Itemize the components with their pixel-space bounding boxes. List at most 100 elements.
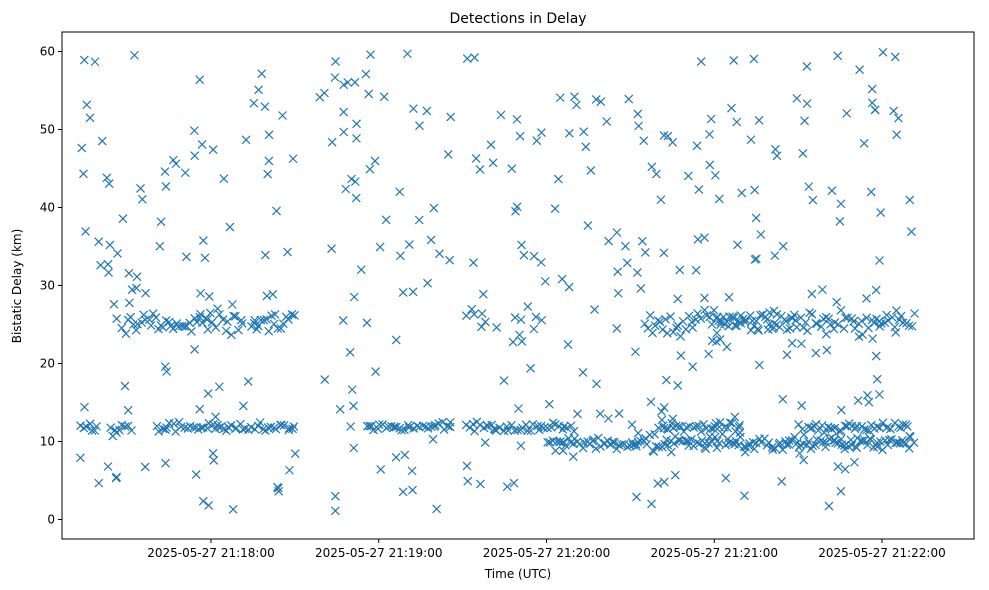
- data-point: [237, 319, 247, 328]
- data-point: [910, 309, 919, 318]
- data-point: [219, 174, 229, 184]
- data-point: [564, 282, 574, 292]
- data-point: [836, 305, 846, 315]
- data-point: [604, 236, 614, 246]
- data-point: [339, 107, 349, 117]
- data-point: [707, 336, 717, 346]
- data-point: [349, 401, 358, 411]
- data-point: [872, 374, 882, 384]
- data-point: [884, 435, 894, 445]
- y-tick-label: 40: [40, 201, 55, 215]
- data-point: [352, 119, 361, 129]
- data-point: [730, 321, 740, 330]
- data-point: [612, 324, 622, 333]
- data-point: [469, 258, 478, 268]
- data-point: [79, 169, 88, 179]
- data-point: [767, 442, 777, 452]
- data-point: [397, 425, 407, 435]
- data-point: [570, 92, 579, 102]
- data-point: [656, 195, 666, 205]
- data-point: [362, 318, 372, 328]
- data-point: [180, 423, 189, 433]
- data-point: [350, 177, 360, 187]
- data-point: [799, 455, 809, 465]
- data-point: [423, 278, 432, 288]
- data-point: [853, 396, 863, 405]
- data-point: [563, 340, 573, 349]
- data-point: [137, 318, 147, 328]
- data-point: [740, 491, 749, 501]
- data-point: [176, 422, 186, 432]
- data-point: [561, 440, 571, 450]
- data-point: [205, 308, 215, 318]
- data-point: [492, 323, 502, 332]
- data-point: [688, 323, 698, 332]
- data-point: [556, 437, 565, 447]
- data-point: [81, 226, 90, 236]
- data-point: [830, 423, 840, 433]
- data-point: [502, 482, 512, 492]
- data-point: [893, 438, 903, 447]
- data-point: [507, 164, 517, 174]
- data-point: [486, 140, 496, 150]
- data-point: [657, 415, 667, 425]
- data-point: [661, 375, 671, 385]
- data-point: [566, 421, 576, 431]
- data-point: [208, 448, 218, 458]
- data-point: [890, 322, 900, 332]
- data-point: [869, 442, 879, 452]
- data-point: [123, 405, 133, 415]
- data-point: [204, 500, 214, 510]
- data-point: [552, 437, 562, 447]
- data-point: [719, 422, 729, 432]
- data-point: [782, 440, 792, 450]
- data-point: [836, 405, 846, 415]
- data-point: [797, 401, 807, 411]
- data-point: [754, 115, 764, 125]
- data-point: [724, 292, 734, 302]
- data-point: [684, 311, 694, 321]
- data-point: [113, 249, 122, 258]
- data-point: [264, 156, 274, 166]
- data-point: [808, 195, 818, 205]
- data-point: [620, 241, 630, 251]
- data-point: [189, 422, 198, 432]
- data-point: [890, 52, 900, 62]
- plot-area: [62, 32, 974, 539]
- data-point: [160, 167, 170, 177]
- data-point: [775, 438, 785, 448]
- data-point: [287, 309, 297, 319]
- data-point: [750, 185, 760, 195]
- data-point: [868, 334, 878, 344]
- data-point: [161, 425, 170, 435]
- data-point: [351, 193, 361, 203]
- data-point: [529, 324, 539, 334]
- data-point: [852, 443, 862, 453]
- data-point: [882, 310, 892, 320]
- data-point: [238, 401, 248, 411]
- data-point: [694, 421, 704, 431]
- data-point: [480, 438, 490, 447]
- data-point: [707, 319, 717, 329]
- data-point: [862, 313, 872, 323]
- data-point: [288, 154, 298, 164]
- data-point: [824, 314, 833, 324]
- data-point: [715, 335, 725, 344]
- data-point: [477, 309, 487, 319]
- y-axis-label: Bistatic Delay (km): [10, 229, 24, 344]
- data-point: [366, 50, 375, 60]
- data-point: [200, 253, 210, 263]
- data-point: [375, 242, 385, 252]
- data-point: [870, 105, 880, 115]
- data-point: [802, 99, 812, 109]
- data-point: [531, 312, 541, 322]
- data-point: [863, 323, 873, 333]
- data-point: [696, 314, 706, 324]
- data-point: [515, 131, 525, 141]
- data-point: [539, 423, 549, 433]
- data-point: [907, 321, 917, 331]
- data-point: [862, 390, 872, 400]
- data-point: [769, 306, 779, 316]
- data-point: [617, 439, 626, 449]
- data-point: [770, 251, 780, 261]
